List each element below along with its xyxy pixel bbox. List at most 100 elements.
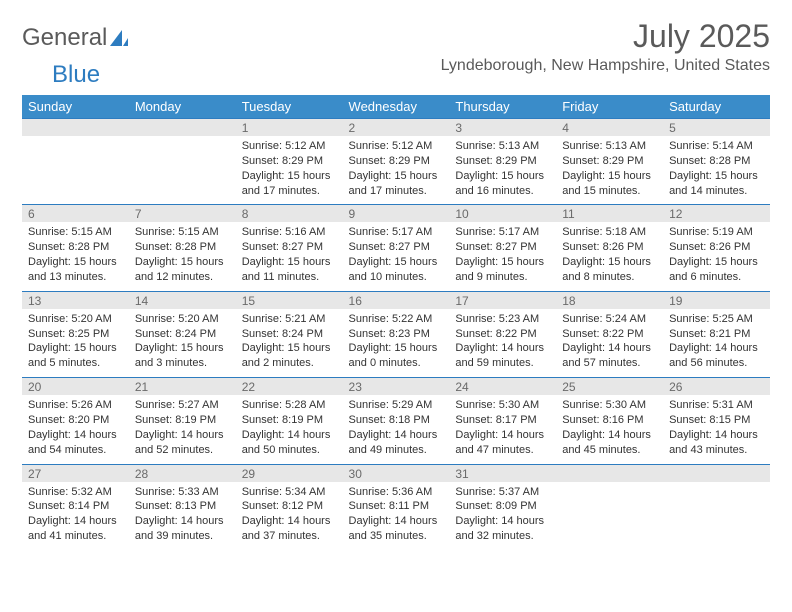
daylight-line: Daylight: 15 hours and 2 minutes. [242, 341, 337, 371]
day-content-cell: Sunrise: 5:23 AMSunset: 8:22 PMDaylight:… [449, 309, 556, 378]
content-row: Sunrise: 5:15 AMSunset: 8:28 PMDaylight:… [22, 222, 770, 291]
daylight-line: Daylight: 14 hours and 49 minutes. [349, 428, 444, 458]
sunrise-line: Sunrise: 5:17 AM [455, 225, 550, 240]
day-content-cell: Sunrise: 5:24 AMSunset: 8:22 PMDaylight:… [556, 309, 663, 378]
daylight-line: Daylight: 14 hours and 47 minutes. [455, 428, 550, 458]
sunset-line: Sunset: 8:28 PM [28, 240, 123, 255]
day-content-cell: Sunrise: 5:13 AMSunset: 8:29 PMDaylight:… [449, 136, 556, 205]
sunrise-line: Sunrise: 5:29 AM [349, 398, 444, 413]
sunrise-line: Sunrise: 5:28 AM [242, 398, 337, 413]
day-number-cell: 3 [449, 119, 556, 137]
day-content-cell: Sunrise: 5:18 AMSunset: 8:26 PMDaylight:… [556, 222, 663, 291]
daynum-row: 2728293031 [22, 464, 770, 482]
sunset-line: Sunset: 8:09 PM [455, 499, 550, 514]
sunset-line: Sunset: 8:27 PM [242, 240, 337, 255]
day-number-cell: 13 [22, 291, 129, 309]
daylight-line: Daylight: 15 hours and 6 minutes. [669, 255, 764, 285]
col-tue: Tuesday [236, 95, 343, 119]
sunset-line: Sunset: 8:19 PM [135, 413, 230, 428]
day-number-cell: 4 [556, 119, 663, 137]
sunset-line: Sunset: 8:29 PM [455, 154, 550, 169]
day-number-cell: 26 [663, 378, 770, 396]
day-number-cell: 12 [663, 205, 770, 223]
col-fri: Friday [556, 95, 663, 119]
day-number-cell: 21 [129, 378, 236, 396]
day-number-cell: 11 [556, 205, 663, 223]
sunrise-line: Sunrise: 5:37 AM [455, 485, 550, 500]
daylight-line: Daylight: 15 hours and 12 minutes. [135, 255, 230, 285]
logo-sail-icon [109, 29, 129, 47]
logo-part1: General [22, 24, 107, 52]
day-content-cell: Sunrise: 5:20 AMSunset: 8:24 PMDaylight:… [129, 309, 236, 378]
day-content-cell: Sunrise: 5:33 AMSunset: 8:13 PMDaylight:… [129, 482, 236, 550]
sunset-line: Sunset: 8:24 PM [242, 327, 337, 342]
sunset-line: Sunset: 8:28 PM [135, 240, 230, 255]
sunset-line: Sunset: 8:24 PM [135, 327, 230, 342]
sunset-line: Sunset: 8:17 PM [455, 413, 550, 428]
sunset-line: Sunset: 8:28 PM [669, 154, 764, 169]
sunset-line: Sunset: 8:19 PM [242, 413, 337, 428]
daylight-line: Daylight: 15 hours and 0 minutes. [349, 341, 444, 371]
day-content-cell: Sunrise: 5:22 AMSunset: 8:23 PMDaylight:… [343, 309, 450, 378]
daylight-line: Daylight: 14 hours and 35 minutes. [349, 514, 444, 544]
sunset-line: Sunset: 8:27 PM [349, 240, 444, 255]
sunset-line: Sunset: 8:18 PM [349, 413, 444, 428]
sunset-line: Sunset: 8:29 PM [242, 154, 337, 169]
day-content-cell: Sunrise: 5:31 AMSunset: 8:15 PMDaylight:… [663, 395, 770, 464]
day-content-cell: Sunrise: 5:13 AMSunset: 8:29 PMDaylight:… [556, 136, 663, 205]
day-number-cell: 1 [236, 119, 343, 137]
sunrise-line: Sunrise: 5:18 AM [562, 225, 657, 240]
daylight-line: Daylight: 14 hours and 56 minutes. [669, 341, 764, 371]
day-content-cell: Sunrise: 5:37 AMSunset: 8:09 PMDaylight:… [449, 482, 556, 550]
daylight-line: Daylight: 15 hours and 14 minutes. [669, 169, 764, 199]
sunset-line: Sunset: 8:20 PM [28, 413, 123, 428]
day-number-cell: 23 [343, 378, 450, 396]
daylight-line: Daylight: 15 hours and 13 minutes. [28, 255, 123, 285]
daynum-row: 12345 [22, 119, 770, 137]
content-row: Sunrise: 5:20 AMSunset: 8:25 PMDaylight:… [22, 309, 770, 378]
day-content-cell: Sunrise: 5:36 AMSunset: 8:11 PMDaylight:… [343, 482, 450, 550]
daylight-line: Daylight: 14 hours and 43 minutes. [669, 428, 764, 458]
col-thu: Thursday [449, 95, 556, 119]
day-content-cell: Sunrise: 5:27 AMSunset: 8:19 PMDaylight:… [129, 395, 236, 464]
day-content-cell: Sunrise: 5:32 AMSunset: 8:14 PMDaylight:… [22, 482, 129, 550]
sunrise-line: Sunrise: 5:17 AM [349, 225, 444, 240]
sunrise-line: Sunrise: 5:34 AM [242, 485, 337, 500]
day-number-cell: 2 [343, 119, 450, 137]
day-content-cell [129, 136, 236, 205]
daylight-line: Daylight: 15 hours and 9 minutes. [455, 255, 550, 285]
col-wed: Wednesday [343, 95, 450, 119]
day-content-cell: Sunrise: 5:15 AMSunset: 8:28 PMDaylight:… [129, 222, 236, 291]
day-content-cell: Sunrise: 5:28 AMSunset: 8:19 PMDaylight:… [236, 395, 343, 464]
daylight-line: Daylight: 15 hours and 3 minutes. [135, 341, 230, 371]
day-content-cell: Sunrise: 5:12 AMSunset: 8:29 PMDaylight:… [236, 136, 343, 205]
sunset-line: Sunset: 8:11 PM [349, 499, 444, 514]
sunset-line: Sunset: 8:15 PM [669, 413, 764, 428]
day-content-cell: Sunrise: 5:30 AMSunset: 8:16 PMDaylight:… [556, 395, 663, 464]
day-number-cell: 31 [449, 464, 556, 482]
day-content-cell: Sunrise: 5:17 AMSunset: 8:27 PMDaylight:… [449, 222, 556, 291]
day-number-cell: 24 [449, 378, 556, 396]
daylight-line: Daylight: 14 hours and 54 minutes. [28, 428, 123, 458]
day-number-cell: 27 [22, 464, 129, 482]
sunrise-line: Sunrise: 5:23 AM [455, 312, 550, 327]
day-number-cell: 5 [663, 119, 770, 137]
sunrise-line: Sunrise: 5:31 AM [669, 398, 764, 413]
day-content-cell: Sunrise: 5:21 AMSunset: 8:24 PMDaylight:… [236, 309, 343, 378]
content-row: Sunrise: 5:26 AMSunset: 8:20 PMDaylight:… [22, 395, 770, 464]
day-content-cell [556, 482, 663, 550]
day-number-cell: 25 [556, 378, 663, 396]
col-sat: Saturday [663, 95, 770, 119]
sunset-line: Sunset: 8:22 PM [455, 327, 550, 342]
daylight-line: Daylight: 15 hours and 17 minutes. [349, 169, 444, 199]
daylight-line: Daylight: 15 hours and 11 minutes. [242, 255, 337, 285]
sunset-line: Sunset: 8:26 PM [562, 240, 657, 255]
sunrise-line: Sunrise: 5:13 AM [455, 139, 550, 154]
sunrise-line: Sunrise: 5:20 AM [28, 312, 123, 327]
sunrise-line: Sunrise: 5:32 AM [28, 485, 123, 500]
daylight-line: Daylight: 14 hours and 45 minutes. [562, 428, 657, 458]
sunrise-line: Sunrise: 5:21 AM [242, 312, 337, 327]
month-title: July 2025 [441, 18, 770, 55]
day-content-cell: Sunrise: 5:17 AMSunset: 8:27 PMDaylight:… [343, 222, 450, 291]
day-number-cell: 17 [449, 291, 556, 309]
